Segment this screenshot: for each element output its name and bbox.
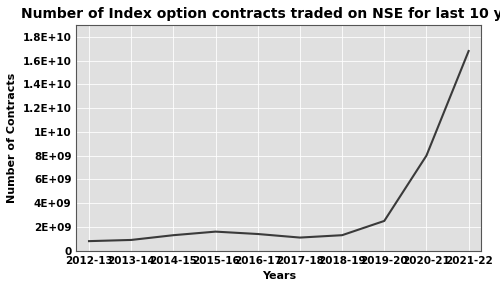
- Title: Number of Index option contracts traded on NSE for last 10 years: Number of Index option contracts traded …: [21, 7, 500, 21]
- X-axis label: Years: Years: [262, 271, 296, 281]
- Y-axis label: Number of Contracts: Number of Contracts: [7, 73, 17, 203]
